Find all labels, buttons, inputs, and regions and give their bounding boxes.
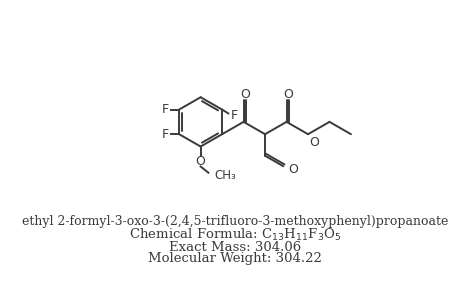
Text: O: O — [196, 155, 206, 168]
Text: CH₃: CH₃ — [215, 169, 236, 182]
Text: F: F — [162, 128, 169, 141]
Text: O: O — [310, 136, 319, 149]
Text: ethyl 2-formyl-3-oxo-3-(2,4,5-trifluoro-3-methoxyphenyl)propanoate: ethyl 2-formyl-3-oxo-3-(2,4,5-trifluoro-… — [22, 216, 448, 228]
Text: F: F — [231, 109, 238, 122]
Text: Exact Mass: 304.06: Exact Mass: 304.06 — [169, 241, 301, 254]
Text: O: O — [288, 163, 298, 176]
Text: O: O — [283, 88, 293, 101]
Text: O: O — [240, 88, 250, 101]
Text: Chemical Formula: C$_{13}$H$_{11}$F$_{3}$O$_{5}$: Chemical Formula: C$_{13}$H$_{11}$F$_{3}… — [129, 227, 341, 243]
Text: Molecular Weight: 304.22: Molecular Weight: 304.22 — [148, 252, 322, 266]
Text: F: F — [162, 103, 169, 116]
